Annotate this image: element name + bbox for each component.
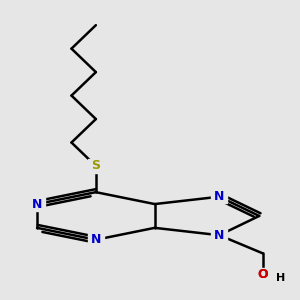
Bar — [88, 233, 104, 246]
Text: H: H — [276, 273, 286, 284]
Text: N: N — [214, 190, 224, 203]
Text: N: N — [91, 233, 101, 246]
Bar — [211, 229, 227, 242]
Text: O: O — [258, 268, 268, 281]
Bar — [88, 159, 104, 173]
Text: S: S — [92, 160, 100, 172]
Bar — [255, 268, 271, 281]
Text: N: N — [214, 229, 224, 242]
Bar — [29, 197, 45, 211]
Text: N: N — [32, 198, 42, 211]
Bar — [211, 190, 227, 203]
Text: O: O — [258, 268, 268, 281]
